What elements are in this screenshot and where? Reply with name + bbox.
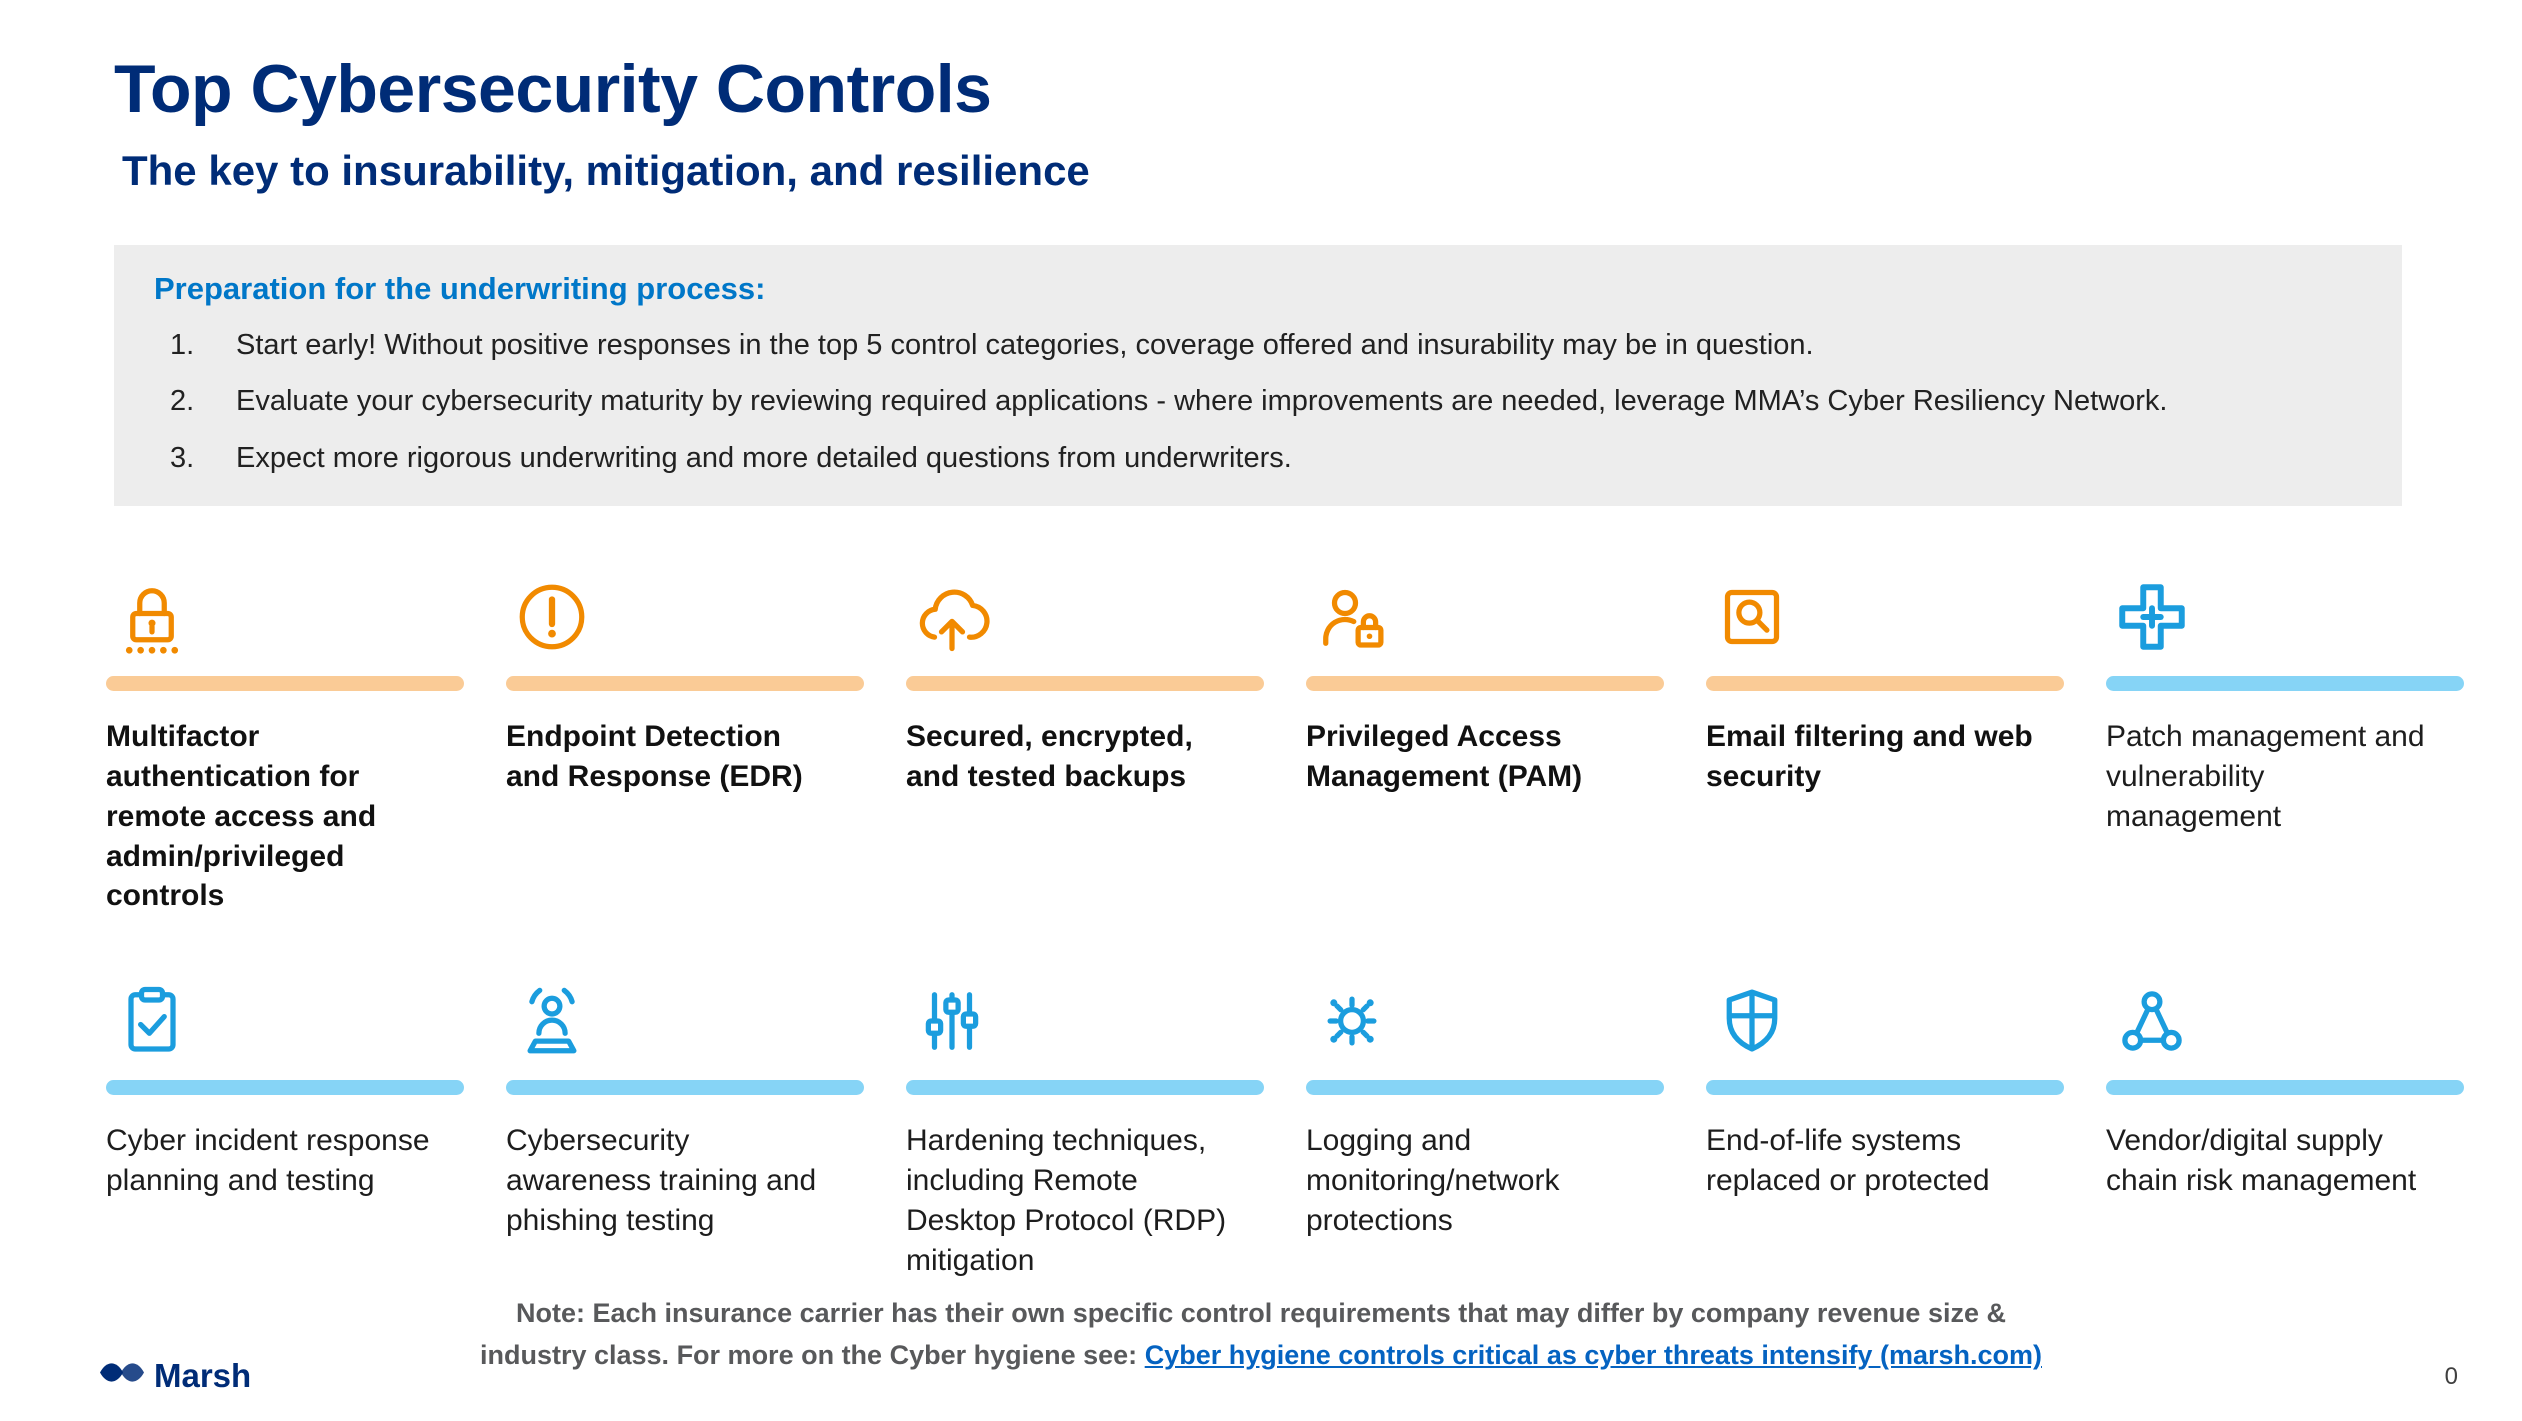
cloud-upload-icon: [910, 575, 994, 664]
shield-icon: [1710, 979, 1794, 1068]
control-label: Vendor/digital supply chain risk managem…: [2106, 1124, 2417, 1198]
sliders-icon: [910, 979, 994, 1068]
control-label: Patch management and vulnerability manag…: [2106, 719, 2425, 833]
control-card-pam: Privileged Access Management (PAM): [1306, 568, 1664, 916]
divider-bar: [106, 675, 464, 691]
patch-plus-icon: [2110, 575, 2194, 664]
clipboard-check-icon: [110, 979, 194, 1068]
divider-bar: [106, 1080, 464, 1096]
divider-bar: [906, 1080, 1264, 1096]
control-label: Multifactor authentication for remote ac…: [106, 719, 377, 913]
control-card-patch-management: Patch management and vulnerability manag…: [2106, 568, 2464, 916]
divider-bar: [1706, 675, 2064, 691]
control-label: Email filtering and web security: [1706, 719, 2033, 793]
control-card-logging: Logging and monitoring/network protectio…: [1306, 972, 1664, 1281]
control-label: Endpoint Detection and Response (EDR): [506, 719, 803, 793]
divider-bar: [1306, 675, 1664, 691]
page-subtitle: The key to insurability, mitigation, and…: [122, 146, 1090, 194]
prep-heading: Preparation for the underwriting process…: [154, 271, 766, 307]
prep-item-text: Evaluate your cybersecurity maturity by …: [236, 385, 2168, 418]
prep-list: 1. Start early! Without positive respons…: [154, 327, 2362, 476]
control-label: Cyber incident response planning and tes…: [106, 1124, 430, 1198]
divider-bar: [1706, 1080, 2064, 1096]
divider-bar: [906, 675, 1264, 691]
prep-item: 3. Expect more rigorous underwriting and…: [154, 440, 2362, 476]
footnote-line2: industry class. For more on the Cyber hy…: [479, 1340, 1145, 1371]
brand-logo: Marsh: [100, 1357, 251, 1395]
training-icon: [510, 979, 594, 1068]
prep-item-text: Expect more rigorous underwriting and mo…: [236, 441, 1292, 474]
control-card-backups: Secured, encrypted, and tested backups: [906, 568, 1264, 916]
prep-item-number: 2.: [170, 385, 195, 418]
footnote-line1: Note: Each insurance carrier has their o…: [516, 1298, 2006, 1329]
supply-chain-icon: [2110, 979, 2194, 1068]
footnote: Note: Each insurance carrier has their o…: [0, 1293, 2522, 1377]
prep-box: Preparation for the underwriting process…: [114, 245, 2402, 506]
control-label: Logging and monitoring/network protectio…: [1306, 1124, 1560, 1238]
control-card-mfa: Multifactor authentication for remote ac…: [106, 568, 464, 916]
header: Top Cybersecurity Controls The key to in…: [0, 0, 2522, 195]
divider-bar: [506, 675, 864, 691]
controls-grid: Multifactor authentication for remote ac…: [106, 568, 2464, 1281]
control-card-incident-response: Cyber incident response planning and tes…: [106, 972, 464, 1281]
page-title: Top Cybersecurity Controls: [114, 51, 992, 127]
lock-icon: [110, 575, 194, 664]
prep-item-text: Start early! Without positive responses …: [236, 329, 1814, 362]
alert-circle-icon: [510, 575, 594, 664]
cyber-hygiene-link[interactable]: Cyber hygiene controls critical as cyber…: [1144, 1340, 2042, 1371]
control-card-edr: Endpoint Detection and Response (EDR): [506, 568, 864, 916]
prep-item: 1. Start early! Without positive respons…: [154, 327, 2362, 363]
divider-bar: [2106, 1080, 2464, 1096]
divider-bar: [1306, 1080, 1664, 1096]
document-search-icon: [1710, 575, 1794, 664]
control-label: Privileged Access Management (PAM): [1306, 719, 1583, 793]
control-card-hardening: Hardening techniques, including Remote D…: [906, 972, 1264, 1281]
control-card-vendor-supply-chain: Vendor/digital supply chain risk managem…: [2106, 972, 2464, 1281]
gear-network-icon: [1310, 979, 1394, 1068]
control-card-eol-systems: End-of-life systems replaced or protecte…: [1706, 972, 2064, 1281]
control-card-email-filtering: Email filtering and web security: [1706, 568, 2064, 916]
marsh-logo-icon: [100, 1357, 144, 1395]
divider-bar: [506, 1080, 864, 1096]
prep-item-number: 1.: [170, 329, 195, 362]
control-label: End-of-life systems replaced or protecte…: [1706, 1124, 1990, 1198]
control-label: Cybersecurity awareness training and phi…: [506, 1124, 817, 1238]
control-card-awareness-training: Cybersecurity awareness training and phi…: [506, 972, 864, 1281]
page-number: 0: [2444, 1363, 2458, 1390]
divider-bar: [2106, 675, 2464, 691]
control-label: Hardening techniques, including Remote D…: [906, 1124, 1227, 1277]
user-lock-icon: [1310, 575, 1394, 664]
prep-item-number: 3.: [170, 441, 195, 474]
prep-item: 2. Evaluate your cybersecurity maturity …: [154, 383, 2362, 419]
control-label: Secured, encrypted, and tested backups: [906, 719, 1193, 793]
brand-name: Marsh: [154, 1357, 252, 1394]
